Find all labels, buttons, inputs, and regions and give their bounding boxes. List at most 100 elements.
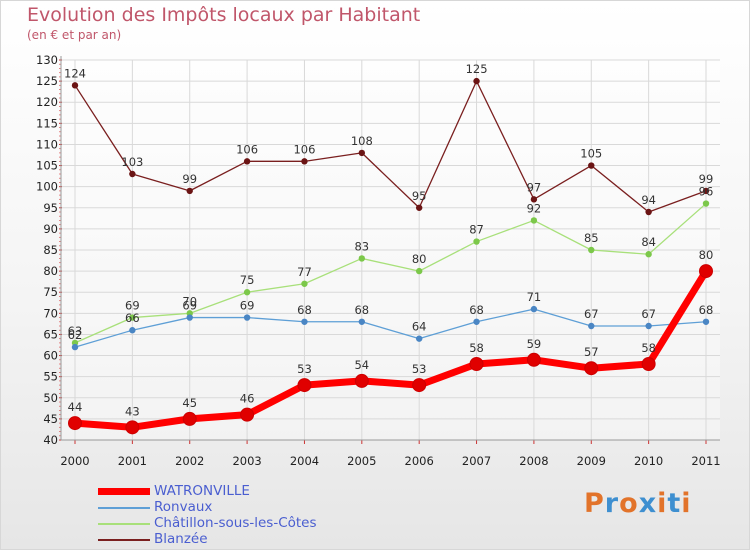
y-tick-label: 75 [43,285,58,299]
legend-item-ronvaux: Ronvaux [98,499,398,516]
y-tick-label: 60 [43,349,58,363]
legend-swatch-chatillon [98,523,150,525]
y-tick-label: 50 [43,391,58,405]
data-label: 45 [182,396,197,410]
data-point [702,187,710,195]
y-tick-label: 40 [43,433,58,447]
data-point [473,238,480,245]
data-point [530,217,538,224]
data-point [243,314,251,321]
data-label: 53 [412,362,427,376]
data-point [415,204,423,211]
data-label: 103 [121,155,143,169]
data-point [243,158,251,165]
y-tick-label: 80 [43,264,58,278]
data-label: 99 [699,172,714,186]
data-label: 68 [469,303,484,317]
logo-letter: r [604,488,620,519]
data-point [588,322,595,330]
x-tick-label: 2001 [118,454,147,468]
y-tick-label: 100 [36,180,58,194]
logo-letter: x [638,488,658,519]
data-label: 80 [699,248,714,262]
data-point [358,149,366,157]
chart-legend: WATRONVILLE Ronvaux Châtillon-sous-les-C… [98,483,398,548]
y-tick-label: 70 [43,306,58,320]
legend-item-blanzee: Blanzée [98,531,398,548]
data-point [526,352,541,367]
data-point [415,335,423,342]
data-point [129,327,136,334]
data-label: 106 [293,142,315,156]
data-point [473,77,480,85]
data-label: 84 [641,235,656,249]
data-point [297,378,312,393]
data-point [415,267,423,275]
x-tick-label: 2011 [691,454,720,468]
data-label: 53 [297,362,312,376]
data-label: 64 [412,320,427,334]
data-point [301,158,308,165]
data-point [473,318,480,325]
data-label: 63 [68,324,83,338]
data-label: 83 [354,239,369,253]
chart-title: Evolution des Impôts locaux par Habitant [27,4,421,26]
data-label: 96 [699,185,714,199]
data-label: 99 [182,172,197,186]
data-label: 105 [580,147,602,161]
data-label: 43 [125,404,140,418]
data-point [412,378,427,393]
data-point [588,246,595,254]
logo-letter: t [667,488,682,519]
data-label: 77 [297,265,312,279]
data-point [129,314,136,321]
y-tick-label: 130 [36,53,58,67]
legend-swatch-ronvaux [98,507,150,509]
x-tick-label: 2007 [462,454,491,468]
logo-letter: o [619,488,639,519]
y-tick-label: 95 [43,201,58,215]
legend-item-chatillon: Châtillon-sous-les-Côtes [98,515,398,532]
series-line-ch-tillon-sous-les-c-tes [74,202,707,344]
data-label: 59 [527,337,542,351]
x-tick-label: 2000 [60,454,89,468]
data-label: 87 [469,223,484,237]
data-point [68,416,82,431]
data-label: 57 [584,345,599,359]
legend-label-blanzee: Blanzée [154,531,208,547]
data-label: 92 [527,201,542,215]
y-tick-label: 65 [43,327,58,341]
data-label: 54 [354,358,369,372]
data-point [354,373,369,388]
legend-item-watronville: WATRONVILLE [98,483,398,500]
data-label: 58 [469,341,484,355]
data-label: 62 [68,328,83,342]
x-tick-label: 2003 [232,454,261,468]
x-tick-label: 2005 [347,454,376,468]
data-label: 97 [527,180,542,194]
data-label: 70 [182,294,197,308]
data-label: 71 [527,290,542,304]
chart-subtitle: (en € et par an) [27,28,122,42]
data-point [301,318,308,325]
series-line-watronville [71,267,710,431]
series-line-blanz-e [74,80,707,213]
data-label: 95 [412,189,427,203]
y-tick-label: 105 [36,159,58,173]
data-point [584,361,599,376]
data-label: 46 [240,392,255,406]
data-point [243,289,251,296]
data-label: 69 [182,299,197,313]
proxiti-logo: Proxiti [584,488,692,519]
x-tick-label: 2004 [290,454,319,468]
data-point [358,318,366,325]
x-tick-label: 2010 [634,454,663,468]
data-label: 58 [641,341,656,355]
data-point [71,82,79,89]
data-label: 68 [297,303,312,317]
data-point [645,322,652,330]
data-label: 85 [584,231,599,245]
data-label: 106 [236,142,258,156]
y-tick-label: 55 [43,370,58,384]
